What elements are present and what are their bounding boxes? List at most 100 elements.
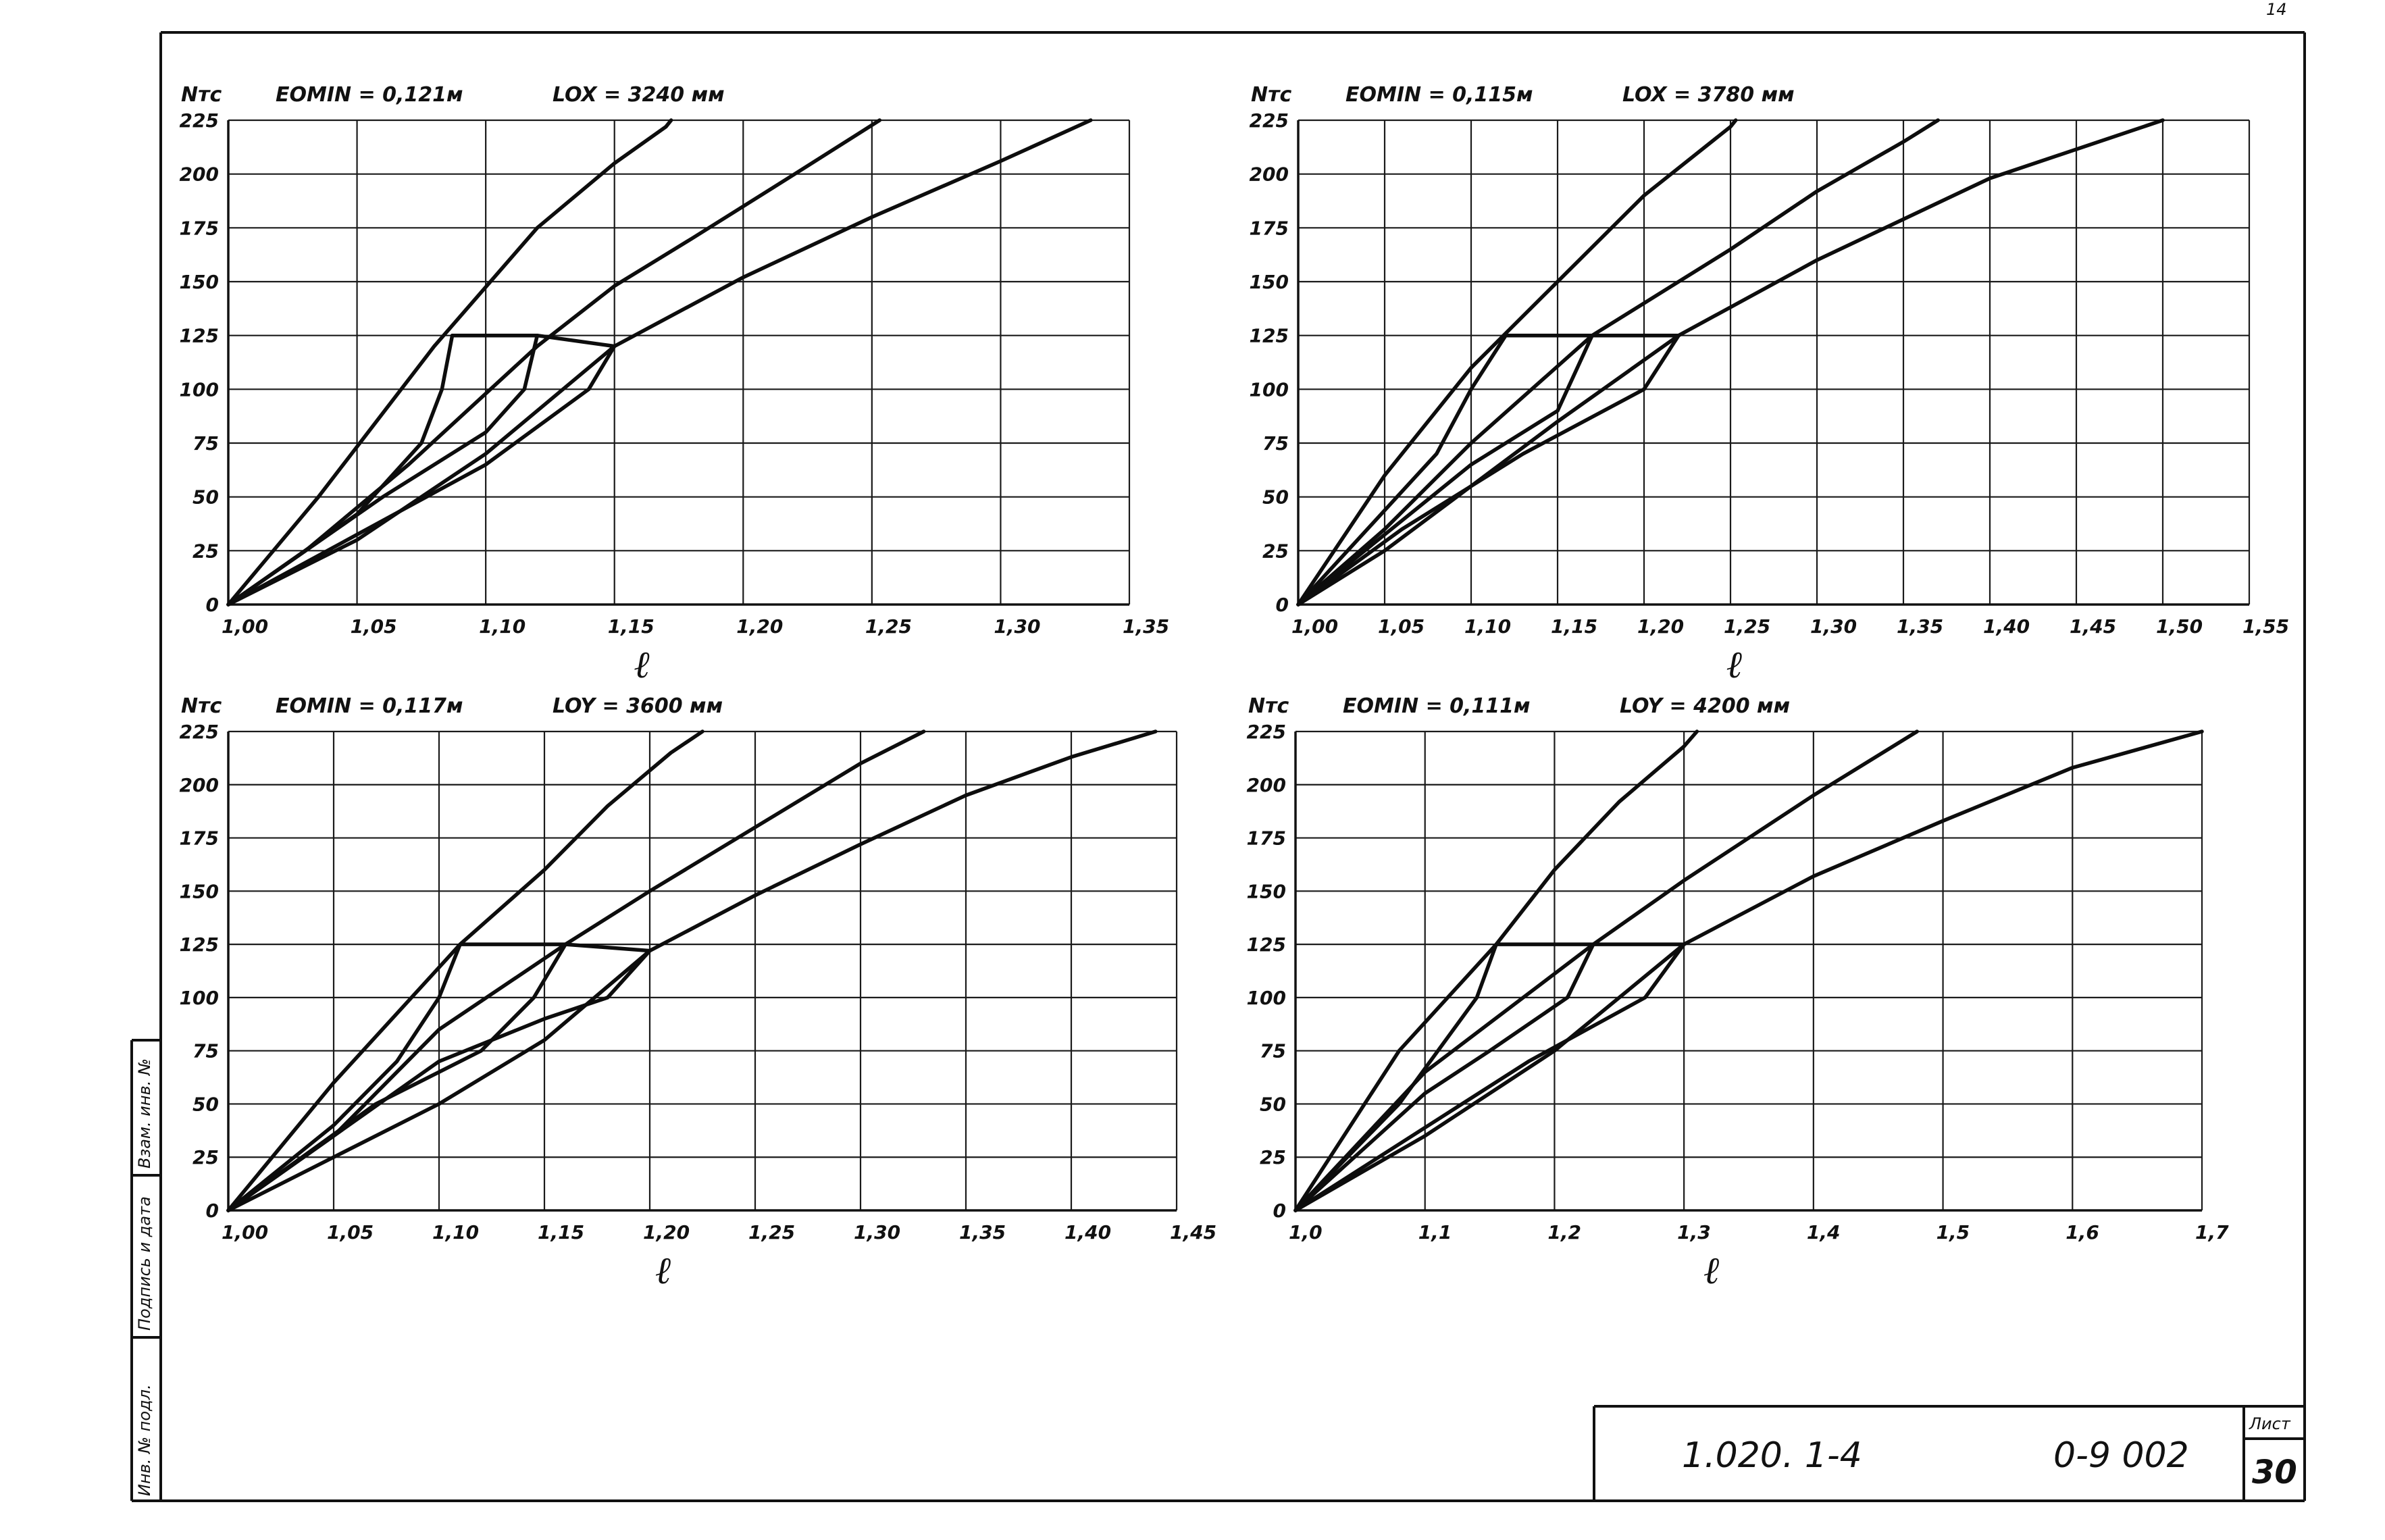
x-tick-label: 1,00 (222, 615, 268, 638)
x-tick-label: 1,20 (736, 615, 783, 638)
x-tick-label: 1,1 (1418, 1221, 1452, 1243)
y-tick-label: 50 (193, 486, 219, 509)
y-tick-label: 25 (193, 540, 219, 562)
x-tick-label: 1,5 (1937, 1221, 1970, 1243)
param-length: LOX = 3240 мм (553, 83, 725, 107)
x-tick-label: 1,10 (1464, 615, 1511, 638)
y-tick-label: 75 (193, 432, 219, 455)
x-tick-label: 1,30 (854, 1221, 900, 1243)
x-tick-label: 1,25 (1724, 615, 1770, 638)
y-axis-label: Nтс (1248, 694, 1289, 718)
y-tick-label: 100 (1247, 987, 1286, 1009)
param-length: LOY = 3600 мм (553, 694, 723, 718)
x-tick-label: 1,7 (2195, 1221, 2229, 1243)
y-tick-label: 150 (1250, 271, 1289, 293)
x-tick-label: 1,6 (2066, 1221, 2099, 1243)
x-tick-label: 1,30 (994, 615, 1040, 638)
x-tick-label: 1,05 (1378, 615, 1425, 638)
x-tick-label: 1,05 (351, 615, 397, 638)
chart-top-right: 1,00 1,05 1,10 1,15 1,20 1,25 1,30 1,35 1,40 1,45… (1250, 83, 2290, 687)
series-line-2 (226, 118, 882, 607)
series-line-2 (226, 729, 926, 1212)
param-length: LOY = 4200 мм (1620, 694, 1790, 718)
y-tick-label: 50 (1262, 486, 1289, 509)
series-line-6 (226, 948, 652, 1212)
param-length: LOX = 3780 мм (1622, 83, 1795, 107)
y-tick-label: 150 (1247, 880, 1286, 902)
chart-top-left: 1,00 1,05 1,10 1,15 1,20 1,25 1,30 1,35 0 25 50 75 1… (180, 83, 1170, 687)
x-tick-label: 1,2 (1547, 1221, 1581, 1243)
series-line-3 (226, 729, 1158, 1212)
y-tick-label: 225 (1250, 109, 1289, 132)
stamp-series-code: 0-9 002 (2053, 1435, 2189, 1476)
y-tick-label: 150 (180, 880, 219, 902)
y-tick-label: 175 (180, 827, 219, 850)
series-line-4 (226, 942, 462, 1212)
x-tick-label: 1,0 (1289, 1221, 1323, 1243)
side-label-3: Взам. инв. № (135, 1058, 154, 1169)
x-tick-label: 1,3 (1677, 1221, 1711, 1243)
x-tick-label: 1,35 (1123, 615, 1169, 638)
y-axis-label: Nтс (181, 694, 222, 718)
series-line-2 (1296, 118, 1940, 607)
y-tick-label: 100 (180, 378, 219, 401)
series-line-7 (458, 942, 652, 953)
y-tick-label: 0 (206, 1200, 219, 1222)
y-tick-label: 175 (180, 217, 219, 239)
series-line-6 (226, 344, 617, 607)
y-tick-label: 0 (206, 594, 219, 616)
y-tick-label: 225 (180, 109, 219, 132)
y-tick-label: 175 (1250, 217, 1289, 239)
x-tick-label: 1,00 (1291, 615, 1338, 638)
y-tick-label: 25 (193, 1146, 219, 1169)
x-axis-label: ℓ (1726, 643, 1743, 687)
x-tick-label: 1,20 (643, 1221, 690, 1243)
x-tick-label: 1,55 (2242, 615, 2289, 638)
title-block: 1.020. 1-4 0-9 002 Лист 30 (1593, 1405, 2305, 1501)
y-tick-label: 0 (1276, 594, 1289, 616)
y-tick-label: 125 (180, 933, 219, 956)
series-line-2 (1293, 729, 1919, 1212)
y-tick-label: 75 (1260, 1040, 1286, 1062)
x-tick-label: 1,45 (2070, 615, 2116, 638)
corner-mark: 14 (2266, 0, 2287, 19)
x-tick-label: 1,25 (865, 615, 912, 638)
y-tick-label: 200 (1247, 774, 1286, 796)
y-tick-label: 0 (1273, 1200, 1286, 1222)
series-line-6 (1293, 942, 1686, 1212)
y-tick-label: 200 (1250, 163, 1289, 186)
x-tick-label: 1,45 (1170, 1221, 1216, 1243)
y-tick-label: 100 (180, 987, 219, 1009)
y-tick-label: 125 (1247, 933, 1286, 956)
x-tick-label: 1,10 (479, 615, 525, 638)
stamp-sheet-label: Лист (2249, 1414, 2291, 1433)
y-tick-label: 225 (180, 721, 219, 743)
series-line-4 (1296, 333, 1508, 607)
x-tick-label: 1,15 (608, 615, 655, 638)
x-tick-label: 1,4 (1807, 1221, 1841, 1243)
x-tick-label: 1,35 (1897, 615, 1943, 638)
side-label-2: Подпись и дата (135, 1196, 154, 1331)
x-tick-label: 1,50 (2156, 615, 2203, 638)
y-tick-label: 75 (1262, 432, 1289, 455)
y-tick-label: 50 (1260, 1093, 1286, 1115)
y-axis-label: Nтс (181, 83, 222, 107)
series-line-5 (1293, 942, 1595, 1212)
y-tick-label: 100 (1250, 378, 1289, 401)
y-axis-label: Nтс (1251, 83, 1291, 107)
y-tick-label: 25 (1260, 1146, 1286, 1169)
chart-bottom-left: 1,00 1,05 1,10 1,15 1,20 1,25 1,30 1,35 1,40 1,45… (180, 694, 1217, 1293)
x-tick-label: 1,20 (1637, 615, 1684, 638)
y-tick-label: 150 (180, 271, 219, 293)
y-tick-label: 75 (193, 1040, 219, 1062)
y-tick-label: 125 (180, 325, 219, 347)
param-eomin: EOMIN = 0,115м (1345, 83, 1533, 107)
side-label-1: Инв. № подл. (135, 1384, 154, 1496)
series-line-5 (1296, 333, 1594, 607)
x-tick-label: 1,05 (327, 1221, 374, 1243)
series-line-1 (1293, 729, 1699, 1212)
series-line-1 (1296, 118, 1738, 607)
x-tick-label: 1,15 (1551, 615, 1597, 638)
series-line-6 (1296, 333, 1681, 607)
x-tick-label: 1,40 (1065, 1221, 1111, 1243)
